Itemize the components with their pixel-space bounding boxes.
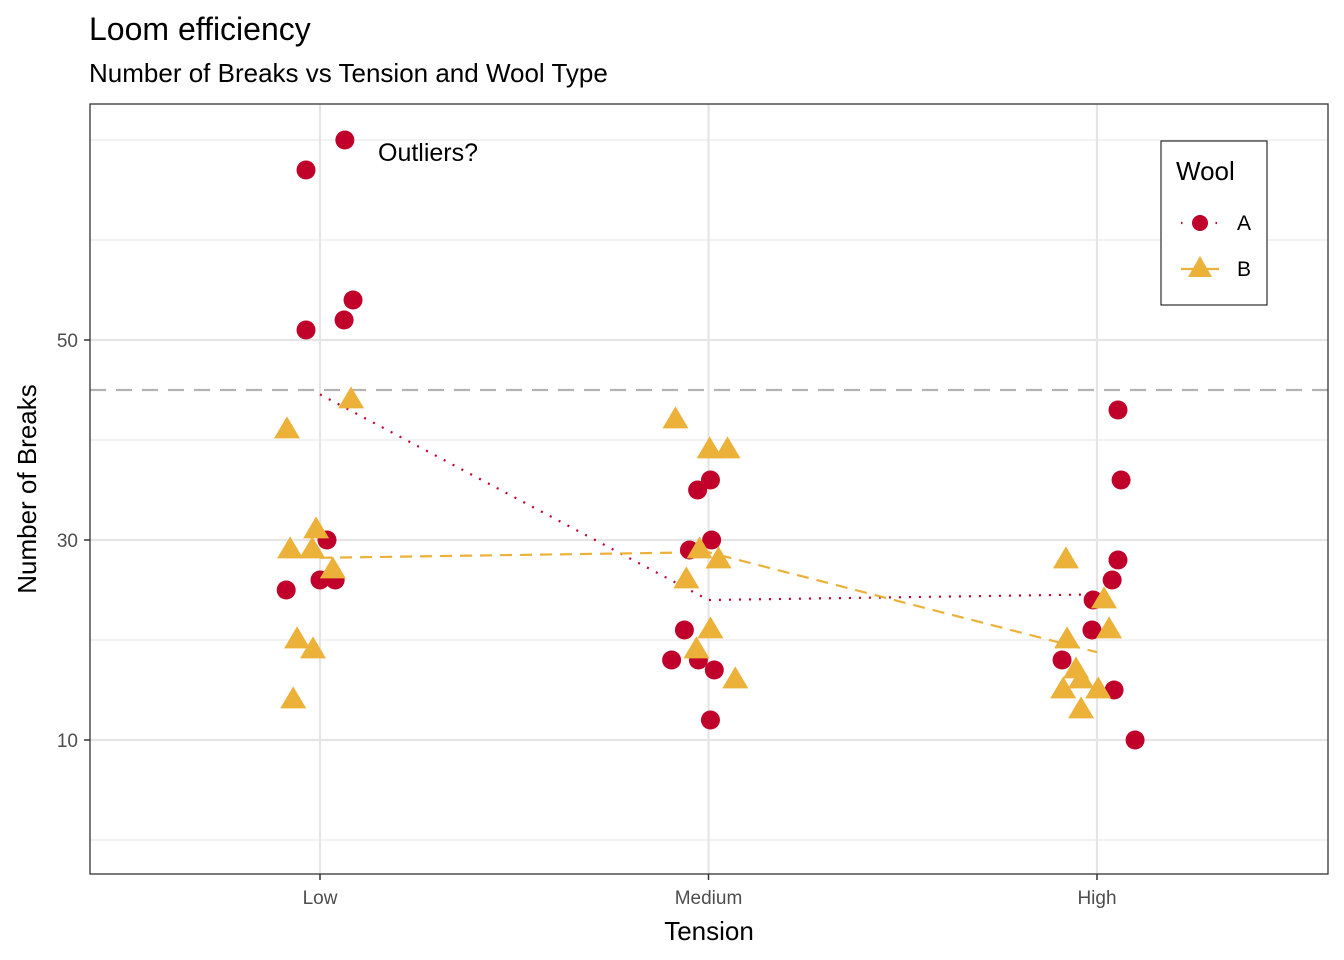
point-b — [673, 566, 700, 589]
point-b — [686, 536, 713, 559]
point-a — [1111, 470, 1131, 490]
point-b — [1085, 676, 1112, 699]
point-a — [1108, 400, 1128, 420]
point-b — [662, 406, 689, 429]
point-b — [300, 636, 327, 659]
point-a — [1052, 650, 1072, 670]
x-axis: Low Medium High — [303, 874, 1117, 909]
chart-title: Loom efficiency — [89, 11, 311, 47]
point-b — [299, 536, 326, 559]
point-a — [674, 620, 694, 640]
point-b — [1090, 586, 1117, 609]
point-a — [1102, 570, 1122, 590]
legend-triangle-icon — [1188, 256, 1212, 277]
y-axis-title: Number of Breaks — [12, 384, 42, 594]
chart-subtitle: Number of Breaks vs Tension and Wool Typ… — [89, 58, 608, 88]
x-tick-label: Medium — [675, 888, 743, 909]
point-b — [338, 386, 365, 409]
x-axis-title: Tension — [664, 916, 754, 946]
legend: Wool A B — [1160, 140, 1268, 306]
y-tick-label: 30 — [57, 531, 78, 552]
point-b — [1054, 626, 1081, 649]
point-a — [662, 650, 682, 670]
point-a — [296, 320, 316, 340]
legend-box — [1160, 140, 1268, 306]
point-a — [1125, 730, 1145, 750]
legend-circle-icon — [1192, 215, 1208, 231]
x-tick-label: Low — [303, 888, 338, 909]
point-a — [702, 530, 722, 550]
legend-item-b: B — [1181, 256, 1251, 281]
point-b — [284, 626, 311, 649]
point-a — [1104, 680, 1124, 700]
point-a — [700, 710, 720, 730]
point-b — [1050, 676, 1077, 699]
point-a — [296, 160, 316, 180]
point-b — [1068, 666, 1095, 689]
y-tick-label: 10 — [57, 731, 78, 752]
point-b — [722, 666, 749, 689]
point-b — [1052, 546, 1079, 569]
point-b — [697, 616, 724, 639]
y-axis: 10 30 50 — [57, 331, 90, 752]
point-a — [704, 660, 724, 680]
point-a — [334, 310, 354, 330]
x-tick-label: High — [1077, 888, 1116, 909]
point-a — [1108, 550, 1128, 570]
legend-title: Wool — [1176, 156, 1235, 186]
point-a — [700, 470, 720, 490]
point-a — [1082, 620, 1102, 640]
point-b — [714, 436, 741, 459]
point-a — [276, 580, 296, 600]
legend-label-a: A — [1237, 212, 1251, 235]
point-b — [319, 556, 346, 579]
plot-panel: Outliers? — [89, 103, 1329, 875]
point-b — [705, 546, 732, 569]
point-b — [1096, 616, 1123, 639]
y-tick-label: 50 — [57, 331, 78, 352]
point-b — [277, 536, 304, 559]
legend-label-b: B — [1237, 258, 1251, 281]
annotation-outliers: Outliers? — [378, 139, 478, 167]
point-b — [1068, 696, 1095, 719]
point-b — [280, 686, 307, 709]
legend-item-a: A — [1181, 212, 1251, 235]
point-a — [335, 130, 355, 150]
point-b — [683, 636, 710, 659]
point-a — [688, 480, 708, 500]
data-points — [273, 130, 1145, 750]
point-b — [273, 416, 300, 439]
point-b — [696, 436, 723, 459]
point-a — [343, 290, 363, 310]
point-b — [303, 516, 330, 539]
